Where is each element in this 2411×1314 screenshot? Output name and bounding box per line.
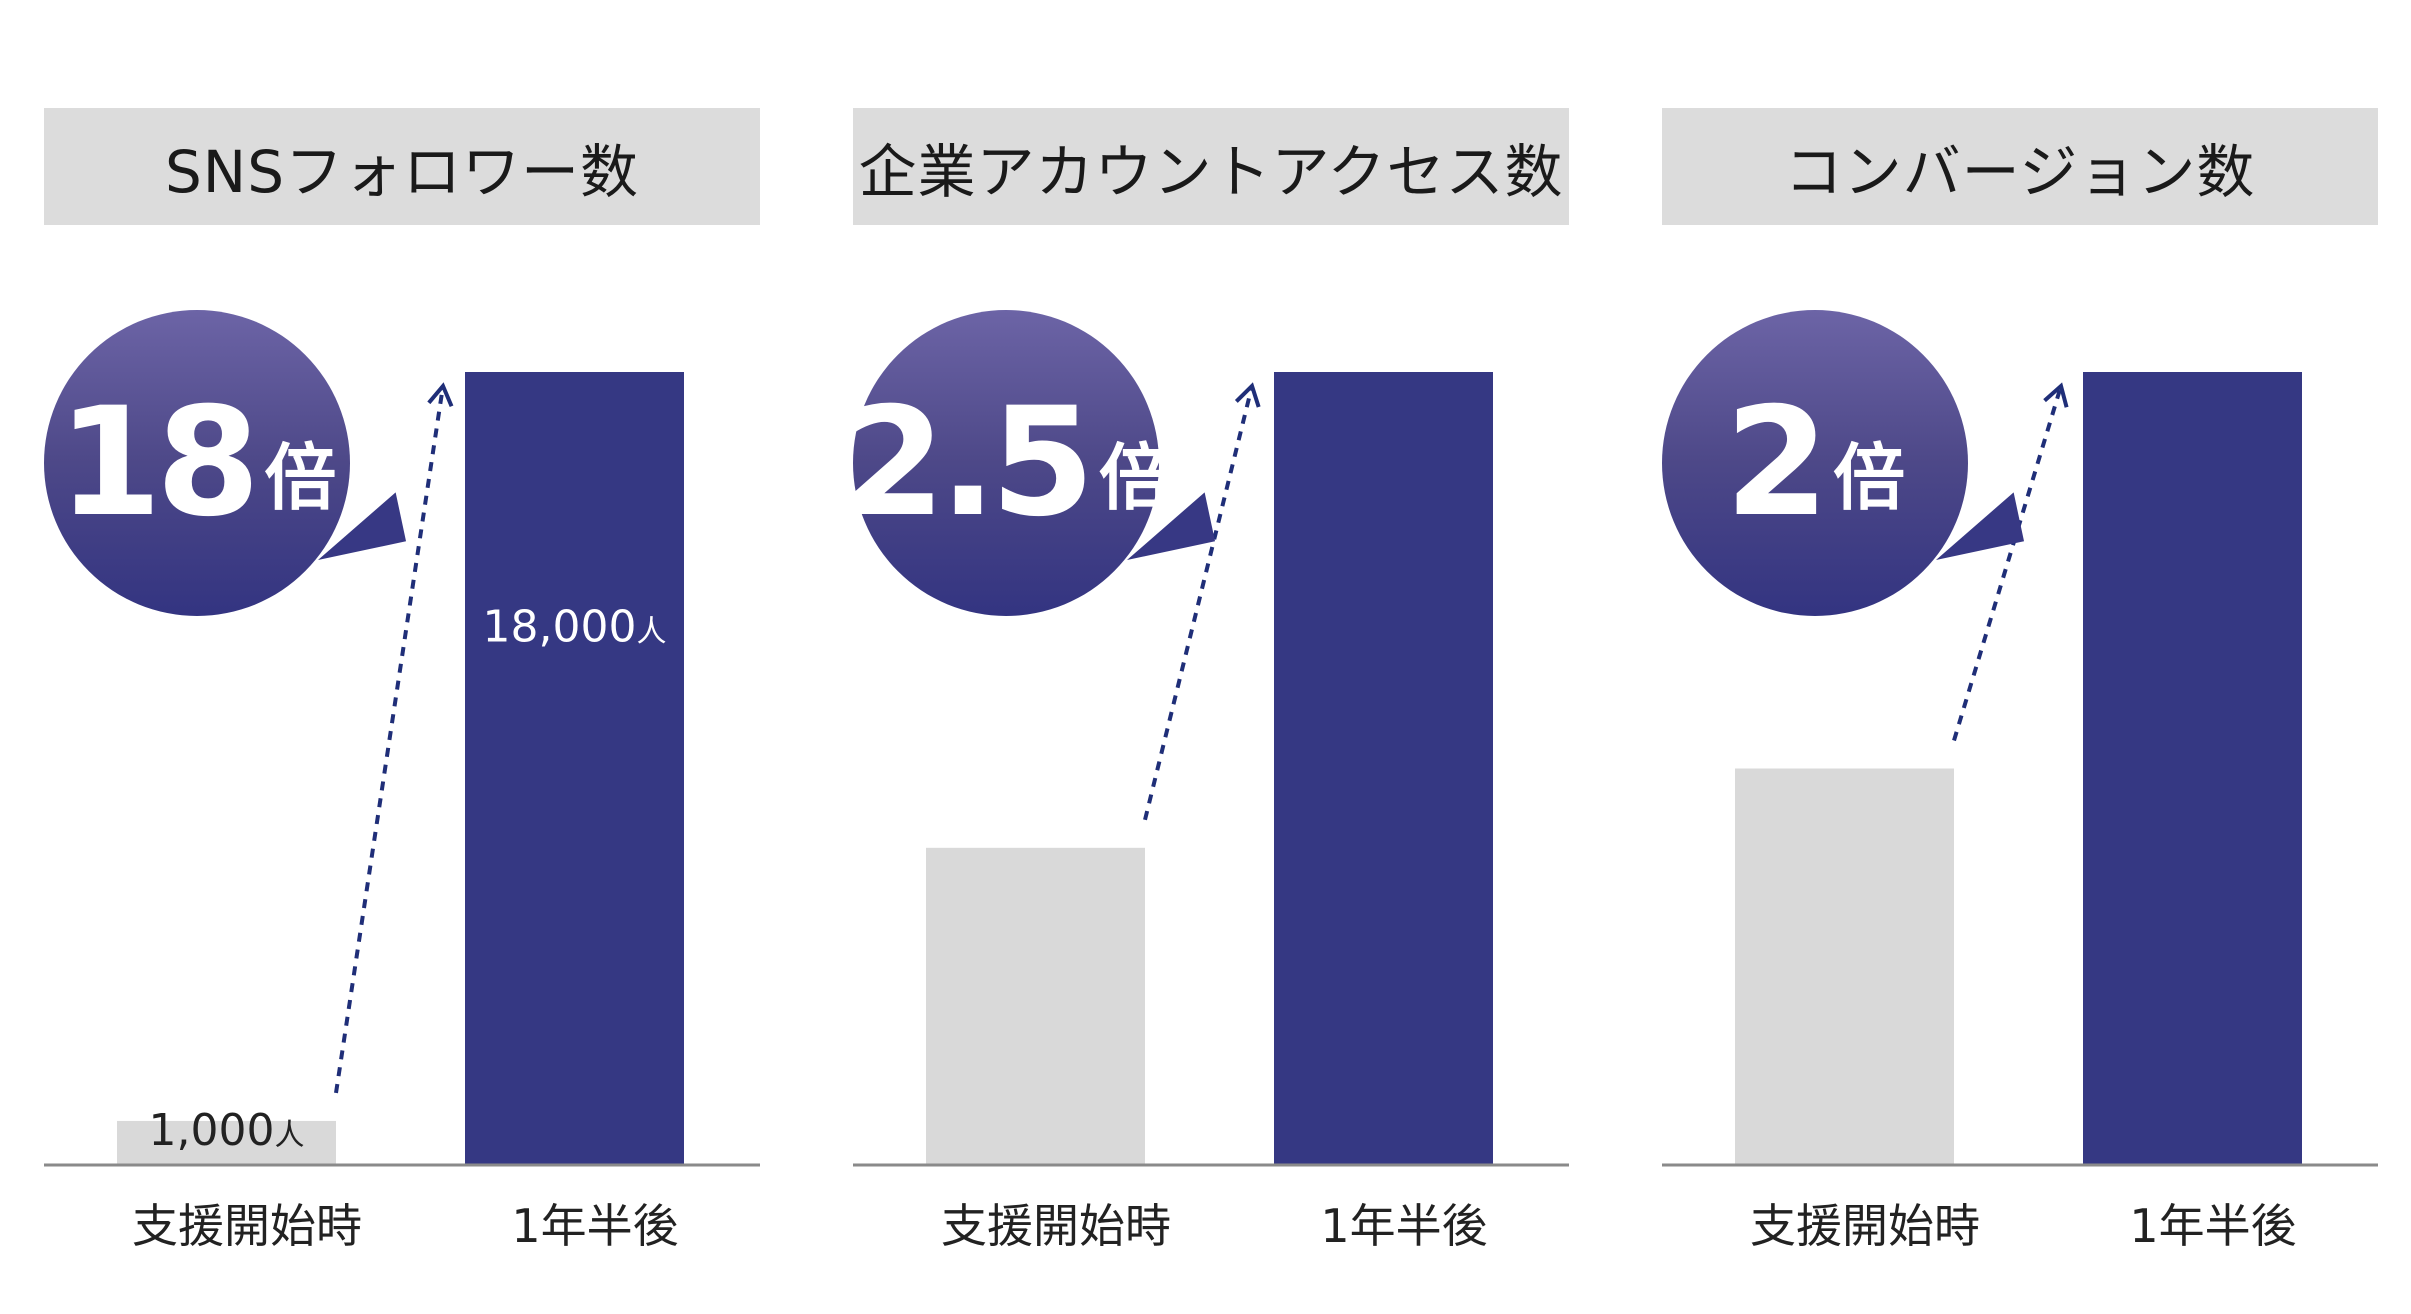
value-label-after: 18,000人 <box>483 602 667 653</box>
bar-chart: 1,000人 18,000人 <box>44 372 760 1167</box>
bar-after <box>465 372 684 1165</box>
trend-arrow-head <box>427 382 454 408</box>
bar-after <box>2083 372 2302 1165</box>
value-label-before: 1,000人 <box>149 1105 305 1156</box>
value-label-unit: 人 <box>274 1118 304 1153</box>
bar-before <box>926 847 1145 1165</box>
multiplier-number: 18 <box>57 376 261 550</box>
multiplier-number: 2 <box>1724 376 1829 550</box>
trend-arrow-line <box>334 385 445 1094</box>
category-label-before: 支援開始時 <box>1750 1199 1980 1253</box>
bar-chart <box>1662 372 2378 1167</box>
chart-panel-conversions: コンバージョン数 2 倍 支援開始時 1年半後 <box>1662 0 2378 1314</box>
chart-title: コンバージョン数 <box>1662 108 2378 225</box>
chart-panel-sns-followers: SNSフォロワー数 1,000人 18,000人 18 倍 支援開始時 1年半後 <box>44 0 760 1314</box>
chart-title: 企業アカウントアクセス数 <box>853 108 1569 225</box>
multiplier-badge: 2 倍 <box>1662 310 1968 616</box>
multiplier-unit: 倍 <box>1833 436 1906 520</box>
category-label-after: 1年半後 <box>511 1199 679 1253</box>
category-label-before: 支援開始時 <box>132 1199 362 1253</box>
multiplier-badge: 18 倍 <box>44 310 350 616</box>
value-label-unit: 人 <box>636 615 666 650</box>
multiplier-unit: 倍 <box>264 436 337 520</box>
trend-arrow-line <box>1143 385 1254 821</box>
bar-chart <box>853 372 1569 1167</box>
multiplier-badge: 2.5 倍 <box>841 310 1171 616</box>
multiplier-number: 2.5 <box>841 376 1095 550</box>
bar-before <box>1735 768 1954 1165</box>
multiplier-unit: 倍 <box>1098 436 1171 520</box>
chart-panel-account-access: 企業アカウントアクセス数 2.5 倍 支援開始時 1年半後 <box>841 0 1569 1314</box>
category-label-after: 1年半後 <box>2129 1199 2297 1253</box>
category-label-before: 支援開始時 <box>941 1199 1171 1253</box>
chart-title: SNSフォロワー数 <box>44 108 760 225</box>
trend-arrow-head <box>2043 382 2069 408</box>
category-label-after: 1年半後 <box>1320 1199 1488 1253</box>
trend-arrow-head <box>1234 382 1261 408</box>
bar-before <box>117 1120 336 1165</box>
bar-after <box>1274 372 1493 1165</box>
trend-arrow-line <box>1952 385 2063 742</box>
